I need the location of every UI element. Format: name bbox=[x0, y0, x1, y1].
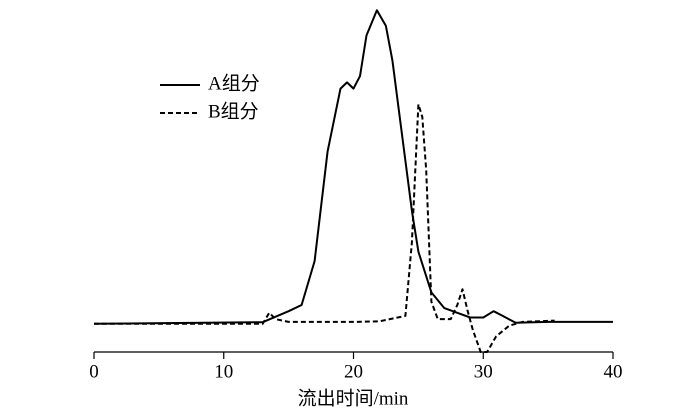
legend-label: A组分 bbox=[208, 72, 260, 94]
series-line bbox=[93, 9, 613, 325]
x-tick-label: 0 bbox=[89, 361, 99, 382]
series-line bbox=[94, 103, 555, 353]
x-axis-label: 流出时间/min bbox=[298, 387, 409, 409]
x-tick-label: 20 bbox=[344, 361, 363, 382]
x-tick-label: 30 bbox=[474, 361, 493, 382]
legend-label: B组分 bbox=[208, 100, 259, 122]
x-tick-label: 40 bbox=[604, 361, 623, 382]
x-tick-label: 10 bbox=[214, 361, 233, 382]
